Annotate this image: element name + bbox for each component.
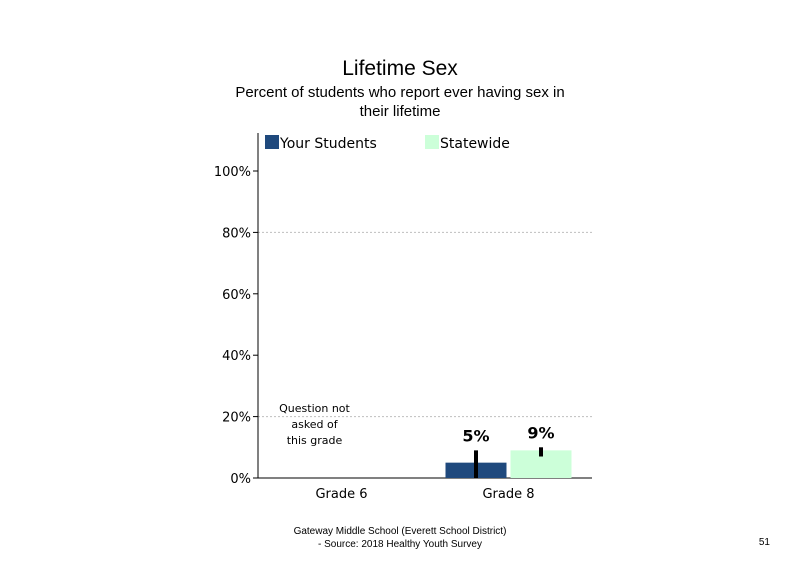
footer-source: Gateway Middle School (Everett School Di… [200, 525, 600, 551]
data-label: 5% [462, 426, 489, 445]
y-tick-label: 40% [222, 349, 251, 364]
legend-label: Statewide [440, 136, 510, 152]
chart-subtitle: Percent of students who report ever havi… [235, 84, 565, 120]
y-tick-label: 100% [214, 165, 251, 180]
chart-title: Lifetime Sex [342, 57, 458, 80]
x-tick-label: Grade 6 [315, 487, 367, 502]
legend-swatch [265, 135, 279, 149]
annotation-line: asked of [291, 418, 338, 431]
y-tick-label: 60% [222, 288, 251, 303]
y-tick-label: 80% [222, 226, 251, 241]
page-number: 51 [758, 537, 770, 548]
legend-label: Your Students [279, 136, 377, 152]
footer-school: Gateway Middle School (Everett School Di… [293, 526, 507, 537]
data-label: 9% [527, 423, 554, 442]
annotation-line: this grade [287, 434, 343, 447]
footer-survey: - Source: 2018 Healthy Youth Survey [318, 539, 482, 550]
y-tick-label: 20% [222, 411, 251, 426]
legend-swatch [425, 135, 439, 149]
y-tick-label: 0% [230, 472, 251, 487]
x-tick-label: Grade 8 [482, 487, 534, 502]
annotation-line: Question not [279, 402, 350, 415]
